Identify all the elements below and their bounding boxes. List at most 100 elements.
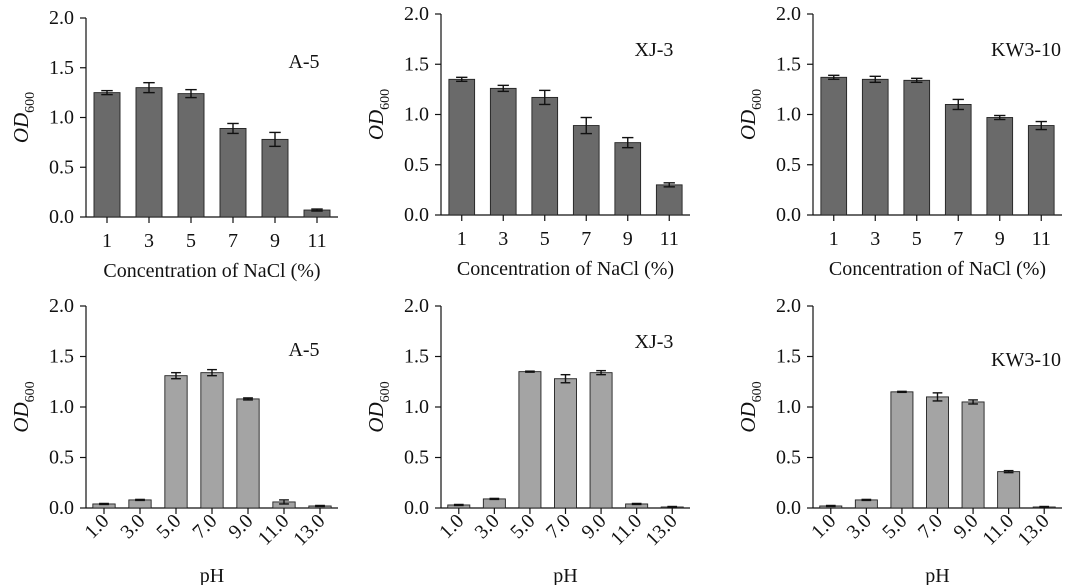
x-tick-label: 13.0	[289, 510, 329, 550]
bar	[489, 87, 517, 216]
x-tick-label: 3	[144, 230, 154, 252]
y-tick-label: 0.5	[404, 154, 429, 176]
y-tick-label: 0.5	[49, 156, 74, 178]
bar	[200, 372, 224, 509]
x-tick-label: 3.0	[471, 510, 504, 543]
y-tick-label: 0.5	[404, 447, 429, 469]
bar	[926, 396, 949, 509]
y-tick-label: 0.5	[49, 447, 74, 469]
y-tick-label: 1.5	[49, 346, 74, 368]
y-axis-title: OD600	[736, 89, 765, 140]
x-axis-title: Concentration of NaCl (%)	[457, 258, 674, 280]
bar	[531, 96, 559, 216]
bar	[861, 78, 889, 216]
y-axis-title: OD600	[736, 381, 765, 432]
x-tick-label: 11.0	[254, 510, 294, 550]
bar	[944, 103, 972, 216]
bar	[518, 371, 542, 509]
x-tick-label: 11.0	[606, 510, 646, 550]
y-tick-label: 1.0	[49, 396, 74, 418]
bar	[1027, 125, 1055, 216]
y-tick-label: 0.0	[404, 204, 429, 226]
panel-label: A-5	[288, 339, 319, 361]
x-tick-label: 1.0	[80, 510, 113, 543]
y-tick-label: 0.5	[776, 447, 801, 469]
x-tick-label: 1	[102, 230, 112, 252]
panel-label: KW3-10	[991, 39, 1061, 61]
panel-label: XJ-3	[635, 39, 674, 61]
y-tick-label: 0.5	[776, 154, 801, 176]
y-axis-title: OD600	[9, 92, 38, 143]
x-tick-label: 11	[307, 230, 326, 252]
bar	[261, 138, 289, 218]
y-axis-title-main: OD	[364, 402, 388, 432]
y-axis-title: OD600	[9, 381, 38, 432]
x-tick-label: 1.0	[807, 510, 840, 543]
y-axis-title-subscript: 600	[23, 92, 38, 113]
x-tick-label: 1	[457, 228, 467, 250]
x-axis-title: pH	[553, 565, 577, 585]
y-tick-label: 0.0	[776, 204, 801, 226]
chart-panel-1: 0.0 0.5 1.0 1.5 2.0 1 3 5 7 9 11 A-5 Concentration o…	[9, 7, 338, 282]
x-tick-label: 7	[228, 230, 238, 252]
bar	[854, 499, 878, 509]
y-tick-label: 1.0	[404, 396, 429, 418]
bar	[890, 391, 914, 509]
bar	[589, 372, 613, 509]
x-tick-label: 13.0	[1013, 510, 1053, 550]
x-tick-label: 5	[186, 230, 196, 252]
bar	[655, 184, 683, 216]
y-axis-title-main: OD	[736, 402, 760, 432]
x-axis-title: pH	[925, 565, 949, 585]
bar	[236, 398, 260, 509]
x-tick-label: 9	[995, 228, 1005, 250]
bar	[93, 92, 121, 218]
bar	[482, 498, 506, 509]
bar	[128, 499, 152, 509]
y-tick-label: 2.0	[49, 7, 74, 29]
y-axis-title: OD600	[364, 381, 393, 432]
bar	[961, 401, 985, 509]
x-tick-label: 3	[870, 228, 880, 250]
bar	[448, 78, 476, 216]
chart-panel-4: 0.00.51.01.52.01.0 3.0 5.0 7.0 9.011.013.0A-…	[9, 295, 338, 585]
x-tick-label: 13.0	[641, 510, 681, 550]
x-tick-label: 5	[912, 228, 922, 250]
x-tick-label: 7.0	[914, 510, 947, 543]
y-tick-label: 1.5	[404, 346, 429, 368]
y-tick-label: 0.0	[404, 497, 429, 519]
x-axis-title: Concentration of NaCl (%)	[829, 258, 1046, 280]
x-tick-label: 5.0	[878, 510, 911, 543]
x-tick-label: 9	[270, 230, 280, 252]
x-tick-label: 3.0	[116, 510, 149, 543]
y-tick-label: 0.0	[776, 497, 801, 519]
x-tick-label: 1	[829, 228, 839, 250]
y-tick-label: 2.0	[404, 3, 429, 25]
y-axis-title-main: OD	[9, 402, 33, 432]
y-axis-title-main: OD	[9, 113, 33, 143]
chart-panel-6: 0.00.51.01.52.01.0 3.0 5.0 7.0 9.011.013.0KW…	[736, 295, 1062, 585]
y-axis-title-subscript: 600	[23, 381, 38, 402]
x-tick-label: 9.0	[949, 510, 982, 543]
y-axis-title-main: OD	[736, 110, 760, 140]
y-tick-label: 1.0	[776, 104, 801, 126]
x-tick-label: 7	[953, 228, 963, 250]
y-tick-label: 1.5	[776, 53, 801, 75]
panel-label: XJ-3	[635, 331, 674, 353]
y-tick-label: 1.0	[49, 107, 74, 129]
x-tick-label: 5.0	[152, 510, 185, 543]
x-tick-label: 11	[660, 228, 679, 250]
y-tick-label: 1.0	[404, 104, 429, 126]
x-tick-label: 11.0	[978, 510, 1018, 550]
y-tick-label: 2.0	[404, 295, 429, 317]
bar	[997, 471, 1021, 509]
y-axis-title-subscript: 600	[378, 89, 393, 110]
x-axis-title: Concentration of NaCl (%)	[103, 260, 320, 282]
y-axis-title: OD600	[364, 89, 393, 140]
x-tick-label: 9.0	[224, 510, 257, 543]
bar	[164, 375, 188, 509]
x-tick-label: 3	[498, 228, 508, 250]
y-tick-label: 2.0	[776, 295, 801, 317]
y-tick-label: 2.0	[49, 295, 74, 317]
bar	[177, 93, 205, 218]
